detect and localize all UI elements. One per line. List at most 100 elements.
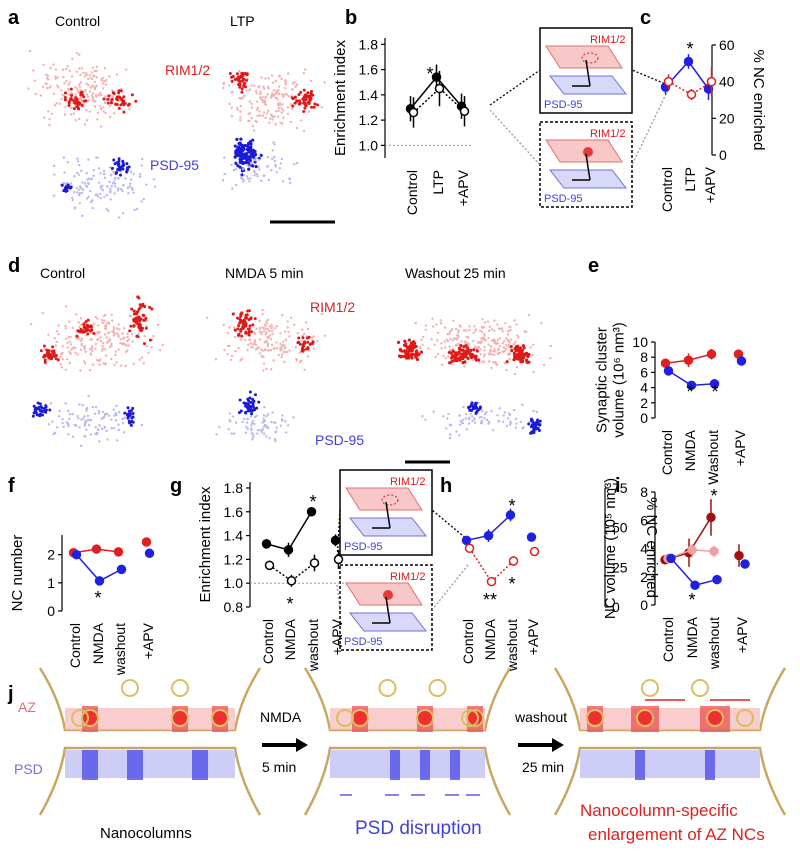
localization (458, 324, 461, 327)
localization (453, 358, 458, 362)
localization (48, 408, 52, 412)
localization (502, 420, 505, 423)
inset-label: PSD-95 (544, 99, 583, 111)
localization (69, 335, 72, 339)
localization (85, 172, 88, 175)
localization (87, 77, 90, 81)
localization (300, 340, 303, 343)
panel-letter: j (7, 683, 14, 705)
localization (482, 355, 486, 358)
localization (83, 415, 86, 418)
localization (96, 195, 100, 198)
vesicle (121, 679, 139, 697)
localization (117, 428, 120, 432)
localization (510, 348, 514, 353)
y-axis-label: NC number (9, 535, 26, 612)
localization (239, 159, 243, 163)
localization (503, 361, 507, 365)
localization (239, 359, 242, 362)
localization (521, 403, 524, 407)
localization (50, 112, 54, 115)
localization (479, 353, 483, 356)
localization (122, 110, 126, 114)
localization (424, 328, 427, 331)
x-tick-label: NMDA (90, 622, 106, 664)
localization (517, 352, 521, 356)
localization (306, 327, 310, 331)
localization (84, 99, 88, 103)
localization (289, 102, 293, 106)
localization (312, 105, 316, 109)
localization (230, 75, 234, 79)
localization (261, 98, 264, 102)
localization (512, 351, 516, 355)
localization (46, 86, 49, 90)
localization (246, 427, 249, 431)
localization (269, 348, 273, 352)
localization (87, 394, 90, 398)
localization (258, 96, 262, 99)
localization (304, 95, 308, 99)
x-tick-label: +APV (732, 429, 748, 466)
localization (473, 403, 477, 407)
localization (251, 403, 255, 407)
localization (473, 325, 476, 328)
vector (385, 596, 391, 624)
y-tick-label: 1 (47, 575, 55, 591)
localization (270, 420, 273, 424)
localization (262, 174, 265, 178)
localization (236, 164, 240, 168)
localization (474, 328, 478, 332)
localization (115, 95, 119, 99)
localization (255, 406, 259, 410)
localization (125, 344, 128, 347)
localization (101, 87, 105, 90)
localization (112, 334, 116, 337)
localization (122, 95, 126, 99)
connector (336, 584, 341, 611)
localization (407, 347, 412, 351)
significance: * (508, 496, 515, 516)
localization (414, 350, 418, 354)
vesicle (636, 709, 654, 727)
localization (116, 176, 120, 180)
localization (44, 408, 48, 412)
localization (268, 325, 272, 328)
localization (251, 420, 255, 423)
localization (274, 430, 278, 433)
localization (85, 325, 89, 329)
localization (161, 343, 165, 347)
localization (474, 401, 478, 405)
localization (84, 89, 87, 92)
localization (509, 345, 513, 349)
localization (229, 420, 232, 423)
localization (263, 101, 267, 104)
localization (457, 329, 460, 332)
localization (113, 176, 117, 179)
localization (101, 184, 104, 187)
localization (418, 345, 422, 349)
localization (472, 359, 475, 362)
localization (254, 156, 258, 159)
localization (86, 332, 90, 336)
localization (242, 147, 246, 151)
localization (37, 406, 41, 410)
localization (125, 162, 129, 166)
localization (63, 91, 67, 95)
localization (134, 99, 138, 103)
localization (222, 323, 225, 327)
localization (112, 331, 116, 335)
localization (482, 360, 485, 364)
localization (239, 137, 243, 141)
localization (152, 334, 155, 338)
localization (298, 99, 302, 103)
localization (262, 414, 266, 417)
psd-nanocluster (82, 750, 98, 780)
localization (249, 177, 252, 180)
localization (57, 414, 61, 418)
localization (270, 324, 274, 327)
localization (253, 129, 256, 132)
schematic-label: NMDA (260, 709, 302, 725)
localization (508, 357, 511, 361)
image-label: Control (40, 265, 85, 281)
